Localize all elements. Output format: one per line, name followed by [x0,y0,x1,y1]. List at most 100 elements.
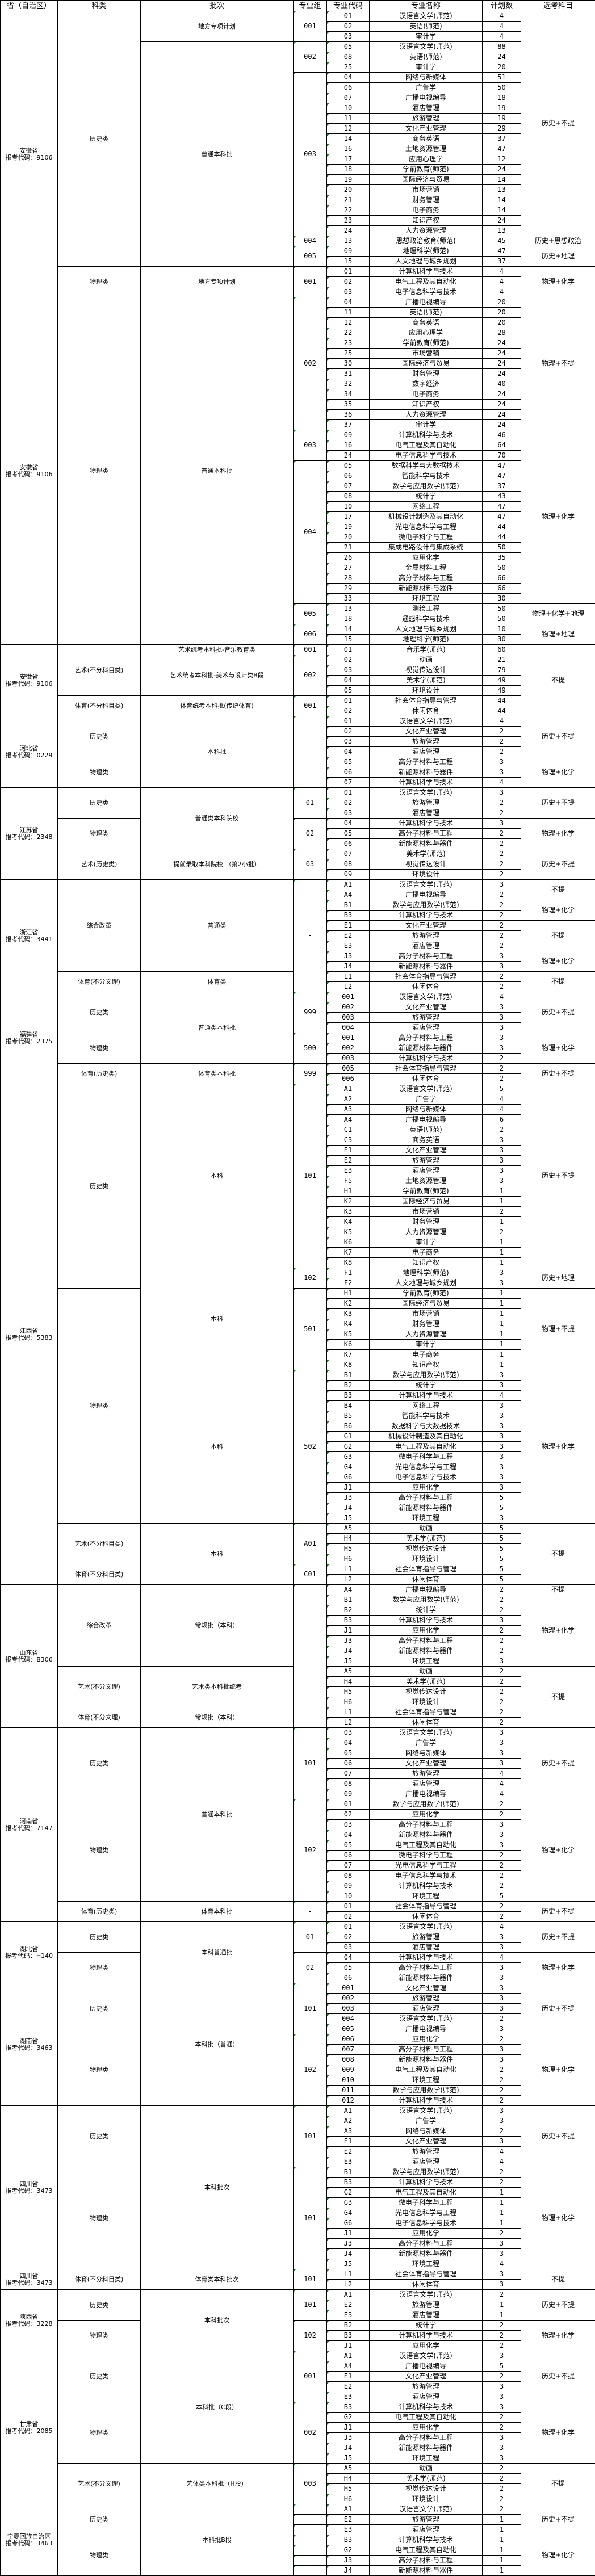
major-name-cell: 人力资源管理 [370,1227,483,1237]
plan-count-cell: 2 [483,2014,521,2024]
major-name-cell: 文化产业管理 [370,124,483,134]
major-name-cell: 汉语言文学(师范) [370,11,483,22]
major-code-cell: G3 [327,1452,370,1462]
major-name-cell: 汉语言文学(师范) [370,788,483,798]
plan-count-cell: 66 [483,584,521,594]
major-name-cell: 人力资源管理 [370,226,483,236]
major-code-cell: J1 [327,2341,370,2351]
plan-count-cell: 1 [483,2218,521,2229]
required-subjects-cell: 物理+化学 [521,267,595,297]
major-name-cell: 统计学 [370,1381,483,1391]
plan-count-cell: 4 [483,2259,521,2269]
plan-count-cell: 49 [483,686,521,696]
major-code-cell: B3 [327,2331,370,2341]
major-name-cell: 动画 [370,1524,483,1534]
plan-count-cell: 29 [483,124,521,134]
major-name-cell: 社会体育指导与管理 [370,1707,483,1718]
major-code-cell: A2 [327,1094,370,1105]
plan-count-cell: 1 [483,1319,521,1329]
category-cell: 物理类 [58,1033,141,1064]
major-name-cell: 美术学(师范) [370,849,483,859]
major-name-cell: 旅游管理 [370,2300,483,2310]
major-group-cell: 101 [294,2269,327,2290]
plan-count-cell: 2 [483,2075,521,2086]
province-cell: 湖南省报考代码：3463 [1,1983,58,2106]
major-name-cell: 英语(师范) [370,308,483,318]
plan-count-cell: 4 [483,1922,521,1932]
major-code-cell: E2 [327,931,370,941]
plan-count-cell: 37 [483,257,521,267]
major-code-cell: 004 [327,2014,370,2024]
plan-count-cell: 24 [483,410,521,420]
plan-count-cell: 3 [483,1043,521,1054]
major-group-cell: 001 [294,267,327,297]
major-name-cell: 视觉传达设计 [370,2484,483,2494]
major-code-cell: 16 [327,440,370,451]
header-row: 省（自治区） 科类 批次 专业组 专业代码 专业名称 计划数 选考科目 [1,1,595,11]
plan-count-cell: 43 [483,492,521,502]
plan-count-cell: 3 [483,1268,521,1278]
major-code-cell: B1 [327,2167,370,2178]
required-subjects-cell: 物理+化学 [521,2402,595,2464]
province-name: 甘肃省 [1,2421,57,2428]
major-code-cell: 04 [327,747,370,757]
batch-cell: 本科批（普通） [141,1983,294,2106]
plan-count-cell: 44 [483,532,521,543]
major-code-cell: 02 [327,1810,370,1820]
major-name-cell: 国际经济与贸易 [370,175,483,185]
plan-count-cell: 60 [483,645,521,655]
major-group-cell: 01 [294,1922,327,1953]
major-code-cell: A1 [327,2106,370,2116]
plan-count-cell: 24 [483,420,521,430]
plan-count-cell: 3 [483,880,521,890]
major-code-cell: E1 [327,2372,370,2382]
category-cell: 体育(不分科目类) [58,696,141,716]
major-name-cell: 商务英语 [370,1135,483,1146]
major-name-cell: 智能科学与技术 [370,1411,483,1421]
plan-count-cell: 1 [483,2300,521,2310]
major-name-cell: 网络与新媒体 [370,2126,483,2137]
required-subjects-cell: 物理+化学 [521,2321,595,2351]
major-name-cell: 微电子科学与工程 [370,1851,483,1861]
required-subjects-cell: 物理+化学 [521,1033,595,1064]
major-name-cell: 应用化学 [370,1626,483,1636]
batch-cell: 体育类 [141,972,294,992]
province-exam-code: 报考代码：3463 [1,2045,57,2051]
major-code-cell: 01 [327,1922,370,1932]
province-exam-code: 报考代码：0229 [1,752,57,759]
major-code-cell: 012 [327,2096,370,2106]
major-name-cell: 电气工程及其自动化 [370,1442,483,1452]
category-cell: 体育(历史类) [58,1064,141,1084]
major-code-cell: 008 [327,2055,370,2065]
major-code-cell: 24 [327,451,370,461]
plan-count-cell: 2 [483,2167,521,2178]
major-code-cell: A1 [327,2290,370,2300]
major-name-cell: 机械设计制造及其自动化 [370,1432,483,1442]
plan-count-cell: 2 [483,2494,521,2504]
plan-count-cell: 2 [483,1697,521,1707]
major-code-cell: 09 [327,246,370,257]
major-code-cell: J3 [327,2556,370,2566]
province-exam-code: 报考代码：2348 [1,834,57,841]
major-code-cell: 01 [327,1799,370,1810]
major-name-cell: 汉语言文学(师范) [370,1084,483,1094]
major-code-cell: J3 [327,2433,370,2443]
category-cell: 物理类 [58,1799,141,1902]
major-name-cell: 高分子材料与工程 [370,1963,483,1973]
plan-count-cell: 3 [483,1381,521,1391]
major-name-cell: 计算机科学与技术 [370,1616,483,1626]
plan-count-cell: 2 [483,1626,521,1636]
required-subjects-cell: 历史+不提 [521,2106,595,2167]
major-name-cell: 市场营销 [370,1207,483,1217]
major-name-cell: 商务英语 [370,318,483,328]
major-code-cell: 21 [327,195,370,205]
major-name-cell: 广播电视编导 [370,1115,483,1125]
major-code-cell: K5 [327,1227,370,1237]
major-code-cell: E2 [327,1156,370,1166]
major-code-cell: A3 [327,1105,370,1115]
batch-cell: 常规批（本科） [141,1585,294,1667]
